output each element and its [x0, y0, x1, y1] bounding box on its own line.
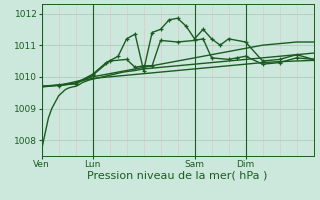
- X-axis label: Pression niveau de la mer( hPa ): Pression niveau de la mer( hPa ): [87, 171, 268, 181]
